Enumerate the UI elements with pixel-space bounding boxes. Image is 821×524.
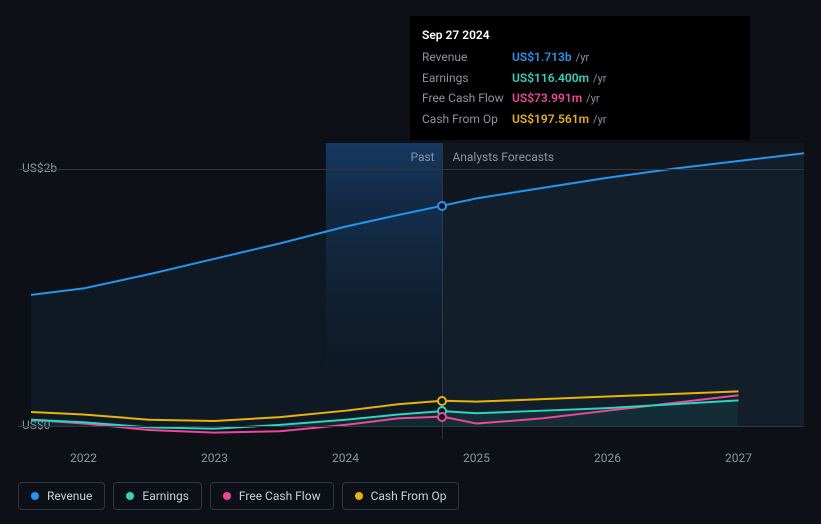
financial-forecast-chart: Sep 27 2024 RevenueUS$1.713b/yrEarningsU… bbox=[0, 0, 821, 524]
legend-label: Revenue bbox=[47, 489, 92, 503]
tooltip-row: EarningsUS$116.400m/yr bbox=[422, 69, 738, 88]
tooltip-row: Cash From OpUS$197.561m/yr bbox=[422, 110, 738, 129]
tooltip-row-label: Revenue bbox=[422, 48, 512, 66]
tooltip-row-unit: /yr bbox=[593, 71, 606, 88]
legend-dot-icon bbox=[223, 492, 231, 500]
tooltip-row-unit: /yr bbox=[576, 50, 589, 67]
x-axis-label: 2024 bbox=[332, 451, 359, 465]
tooltip-row-unit: /yr bbox=[593, 112, 606, 129]
tooltip-row-value: US$73.991m bbox=[512, 89, 582, 107]
revenue-marker bbox=[437, 201, 447, 211]
legend-dot-icon bbox=[126, 492, 134, 500]
x-axis-label: 2022 bbox=[70, 451, 97, 465]
chart-tooltip: Sep 27 2024 RevenueUS$1.713b/yrEarningsU… bbox=[410, 16, 750, 140]
tooltip-row: RevenueUS$1.713b/yr bbox=[422, 48, 738, 67]
legend-label: Cash From Op bbox=[371, 489, 447, 503]
legend-dot-icon bbox=[31, 492, 39, 500]
tooltip-row: Free Cash FlowUS$73.991m/yr bbox=[422, 89, 738, 108]
tooltip-row-label: Earnings bbox=[422, 69, 512, 87]
gridline bbox=[18, 426, 804, 427]
legend-item-revenue[interactable]: Revenue bbox=[18, 482, 105, 510]
x-axis-label: 2026 bbox=[594, 451, 621, 465]
x-axis-label: 2023 bbox=[201, 451, 228, 465]
legend-label: Earnings bbox=[142, 489, 189, 503]
cashFromOp-marker bbox=[437, 396, 447, 406]
tooltip-row-value: US$116.400m bbox=[512, 69, 589, 87]
legend-item-free-cash-flow[interactable]: Free Cash Flow bbox=[210, 482, 334, 510]
freeCashFlow-marker bbox=[437, 412, 447, 422]
plot-area bbox=[18, 143, 804, 439]
tooltip-row-value: US$197.561m bbox=[512, 110, 589, 128]
chart-svg bbox=[18, 143, 804, 439]
legend-label: Free Cash Flow bbox=[239, 489, 321, 503]
tooltip-row-unit: /yr bbox=[586, 91, 599, 108]
forecast-section-label: Analysts Forecasts bbox=[452, 150, 554, 164]
legend-item-earnings[interactable]: Earnings bbox=[113, 482, 202, 510]
tooltip-row-value: US$1.713b bbox=[512, 48, 572, 66]
legend-item-cash-from-op[interactable]: Cash From Op bbox=[342, 482, 460, 510]
past-section-label: Past bbox=[410, 150, 434, 164]
tooltip-date: Sep 27 2024 bbox=[422, 26, 738, 44]
chart-legend: Revenue Earnings Free Cash Flow Cash From O… bbox=[18, 482, 459, 510]
tooltip-row-label: Free Cash Flow bbox=[422, 89, 512, 107]
x-axis-label: 2025 bbox=[463, 451, 490, 465]
gridline bbox=[18, 169, 804, 170]
tooltip-row-label: Cash From Op bbox=[422, 110, 512, 128]
x-axis-label: 2027 bbox=[725, 451, 752, 465]
legend-dot-icon bbox=[355, 492, 363, 500]
